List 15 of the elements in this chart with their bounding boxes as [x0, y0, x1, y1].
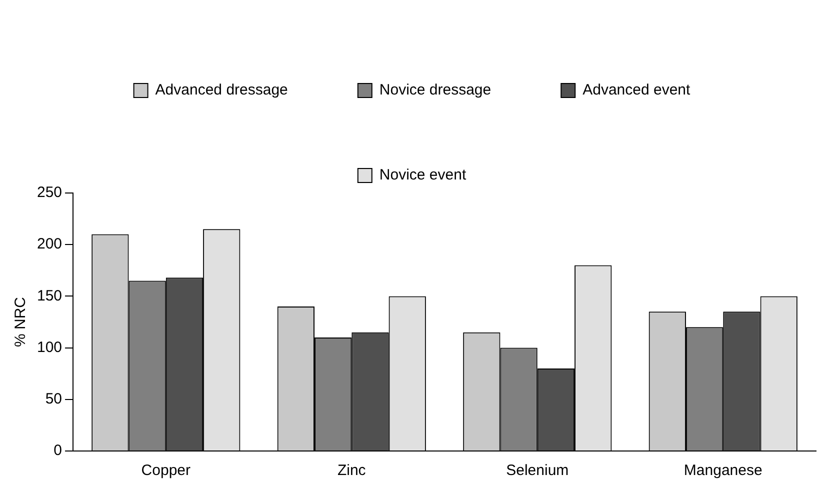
y-tick-label: 0 [54, 442, 62, 460]
legend-label: Advanced dressage [155, 82, 288, 99]
y-tick-label: 250 [36, 184, 62, 202]
y-tick-label: 50 [45, 390, 62, 408]
y-tick-label: 150 [36, 287, 62, 304]
x-tick-label: Selenium [506, 462, 569, 480]
legend-label: Novice event [379, 166, 467, 184]
x-tick-label: Manganese [684, 462, 762, 480]
x-tick-label: Zinc [337, 462, 366, 480]
y-axis-title: % NRC [12, 296, 30, 348]
legend-label: Novice dressage [379, 82, 492, 99]
y-tick-label: 100 [36, 338, 62, 356]
x-tick-label: Copper [141, 462, 190, 480]
y-tick-label: 200 [36, 236, 62, 253]
legend-label: Advanced event [582, 82, 692, 99]
